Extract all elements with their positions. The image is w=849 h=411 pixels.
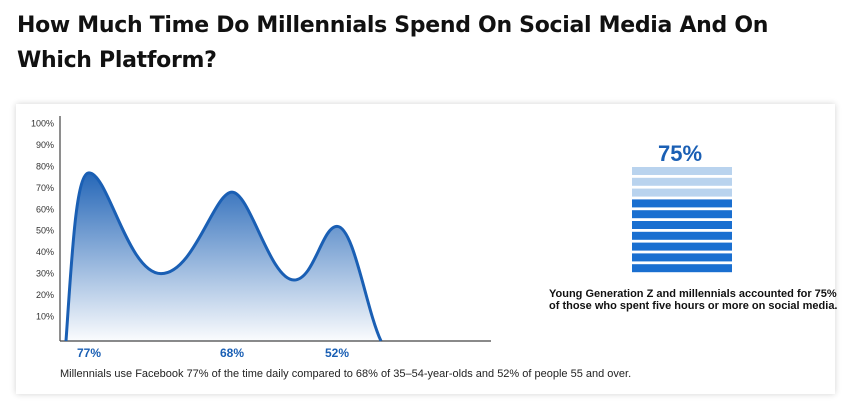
stat-bar-filled [632, 210, 732, 219]
stat-bar-empty [632, 177, 732, 186]
peak-label: 77% [77, 346, 101, 360]
peak-label: 52% [325, 346, 349, 360]
y-tick-label: 100% [31, 119, 54, 129]
y-tick-label: 30% [36, 269, 54, 279]
infographic-card: 100% 90% 80% 70% 60% 50% 40% 30% 20% 10% 77% 68% 52… [16, 104, 838, 394]
stat-bar-filled [632, 242, 732, 251]
stat-bar-filled [632, 231, 732, 240]
stat-bar-filled [632, 221, 732, 229]
stat-bar-filled [632, 199, 732, 208]
y-tick-label: 20% [36, 290, 54, 300]
peak-label: 68% [220, 346, 244, 360]
stat-value: 75% [658, 141, 703, 166]
y-tick-label: 80% [36, 161, 54, 171]
stat-bar-filled [632, 253, 732, 262]
stat-bar-empty [632, 188, 732, 197]
stat-description: Young Generation Z and millennials accou… [549, 288, 838, 312]
series-line [64, 171, 383, 342]
y-tick-label: 40% [36, 247, 54, 257]
stat-bar-filled [632, 264, 732, 273]
chart-caption: Millennials use Facebook 77% of the time… [60, 368, 632, 380]
y-tick-label: 60% [36, 204, 54, 214]
y-tick-label: 90% [36, 140, 54, 150]
y-tick-label: 10% [36, 312, 54, 322]
y-axis-ticks: 100% 90% 80% 70% 60% 50% 40% 30% 20% 10% [31, 119, 54, 322]
area-fill [66, 172, 381, 341]
area-chart: 100% 90% 80% 70% 60% 50% 40% 30% 20% 10% 77% 68% 52… [31, 116, 732, 360]
stat-bar-empty [632, 167, 732, 175]
stat-bars [632, 167, 732, 273]
y-tick-label: 50% [36, 226, 54, 236]
y-tick-label: 70% [36, 183, 54, 193]
page-title: How Much Time Do Millennials Spend On So… [17, 13, 769, 73]
peak-labels: 77% 68% 52% [77, 346, 349, 360]
